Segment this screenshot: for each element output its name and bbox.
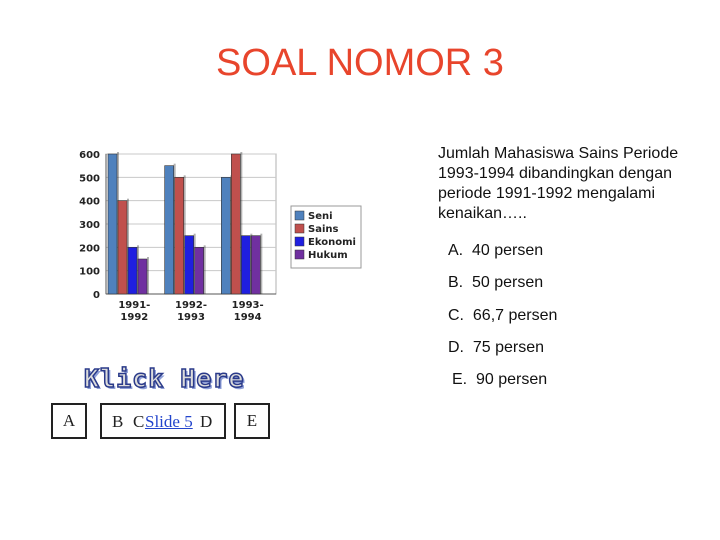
chart-legend: Seni Sains Ekonomi Hukum xyxy=(290,205,362,269)
option-b-letter: B. xyxy=(448,274,464,291)
option-c-letter: C. xyxy=(448,307,464,324)
option-a[interactable]: A. 40 persen xyxy=(448,242,543,260)
slide-5-link[interactable]: Slide 5 xyxy=(145,412,193,431)
legend-swatch-ekonomi xyxy=(294,236,305,247)
x-tick-label: 1994 xyxy=(234,312,262,323)
option-d-text: 75 persen xyxy=(472,339,545,356)
legend-label-ekonomi: Ekonomi xyxy=(308,237,356,248)
nav-button-a[interactable]: A xyxy=(51,403,87,439)
y-tick-label: 200 xyxy=(79,243,100,254)
bar-shadow-hukum-1 xyxy=(203,245,206,294)
y-tick-labels: 0 100 200 300 400 500 600 xyxy=(79,150,100,301)
x-tick-labels: 1991-1992 1992-1993 1993-1994 xyxy=(118,300,263,323)
option-e-text: 90 persen xyxy=(476,371,548,388)
bar-shadow-hukum-0 xyxy=(147,257,149,294)
option-a-letter: A. xyxy=(448,242,464,259)
bar-ekonomi-2 xyxy=(241,235,251,295)
option-d-letter: D. xyxy=(448,339,464,356)
bar-hukum-1 xyxy=(194,247,204,295)
nav-label-c[interactable]: C xyxy=(133,412,145,431)
option-c-text: 66,7 persen xyxy=(472,307,558,324)
bar-shadow-sains-1 xyxy=(183,175,186,294)
bar-shadow-sains-0 xyxy=(127,198,129,294)
bar-hukum-2 xyxy=(251,235,261,295)
nav-button-e[interactable]: E xyxy=(234,403,270,439)
bar-shadow-hukum-2 xyxy=(260,233,263,294)
nav-label-d[interactable]: D xyxy=(200,412,213,431)
bar-seni-2 xyxy=(221,177,231,295)
bar-seni-0 xyxy=(107,153,118,295)
bar-sains-0 xyxy=(117,200,128,295)
klick-here-button[interactable]: Klick Here xyxy=(83,363,245,394)
slide-title: SOAL NOMOR 3 xyxy=(216,42,504,84)
bar-shadow-sains-2 xyxy=(240,152,243,294)
legend-swatch-sains xyxy=(294,223,305,234)
option-a-text: 40 persen xyxy=(472,242,544,259)
y-tick-label: 100 xyxy=(79,267,100,278)
chart-bars xyxy=(107,152,263,295)
bar-seni-1 xyxy=(164,165,174,295)
bar-ekonomi-1 xyxy=(184,235,194,295)
nav-label-b[interactable]: B xyxy=(112,412,124,431)
x-tick-label: 1993 xyxy=(177,312,205,323)
bar-sains-1 xyxy=(174,177,184,295)
x-tick-label: 1993- xyxy=(232,300,264,311)
option-e[interactable]: E. 90 persen xyxy=(452,371,547,389)
y-tick-label: 0 xyxy=(93,290,100,301)
legend-label-sains: Sains xyxy=(308,224,338,235)
y-tick-label: 600 xyxy=(79,150,100,161)
option-e-letter: E. xyxy=(452,371,468,388)
x-tick-label: 1992- xyxy=(175,300,207,311)
y-tick-label: 400 xyxy=(79,197,100,208)
option-d[interactable]: D. 75 persen xyxy=(448,339,544,357)
legend-label-hukum: Hukum xyxy=(308,250,348,261)
legend-swatch-seni xyxy=(294,210,305,221)
x-tick-label: 1992 xyxy=(120,312,148,323)
x-tick-label: 1991- xyxy=(118,300,150,311)
option-c[interactable]: C. 66,7 persen xyxy=(448,307,557,325)
legend-swatch-hukum xyxy=(294,249,305,260)
legend-label-seni: Seni xyxy=(308,211,333,222)
y-tick-label: 300 xyxy=(79,220,100,231)
y-tick-label: 500 xyxy=(79,173,100,184)
option-b[interactable]: B. 50 persen xyxy=(448,274,543,292)
question-text: Jumlah Mahasiswa Sains Periode 1993-1994… xyxy=(438,145,679,222)
option-b-text: 50 persen xyxy=(472,274,544,291)
bar-hukum-0 xyxy=(137,258,148,295)
bar-ekonomi-0 xyxy=(127,247,138,295)
bar-sains-2 xyxy=(231,153,241,295)
nav-button-bcd: B C Slide 5 D xyxy=(100,403,226,439)
